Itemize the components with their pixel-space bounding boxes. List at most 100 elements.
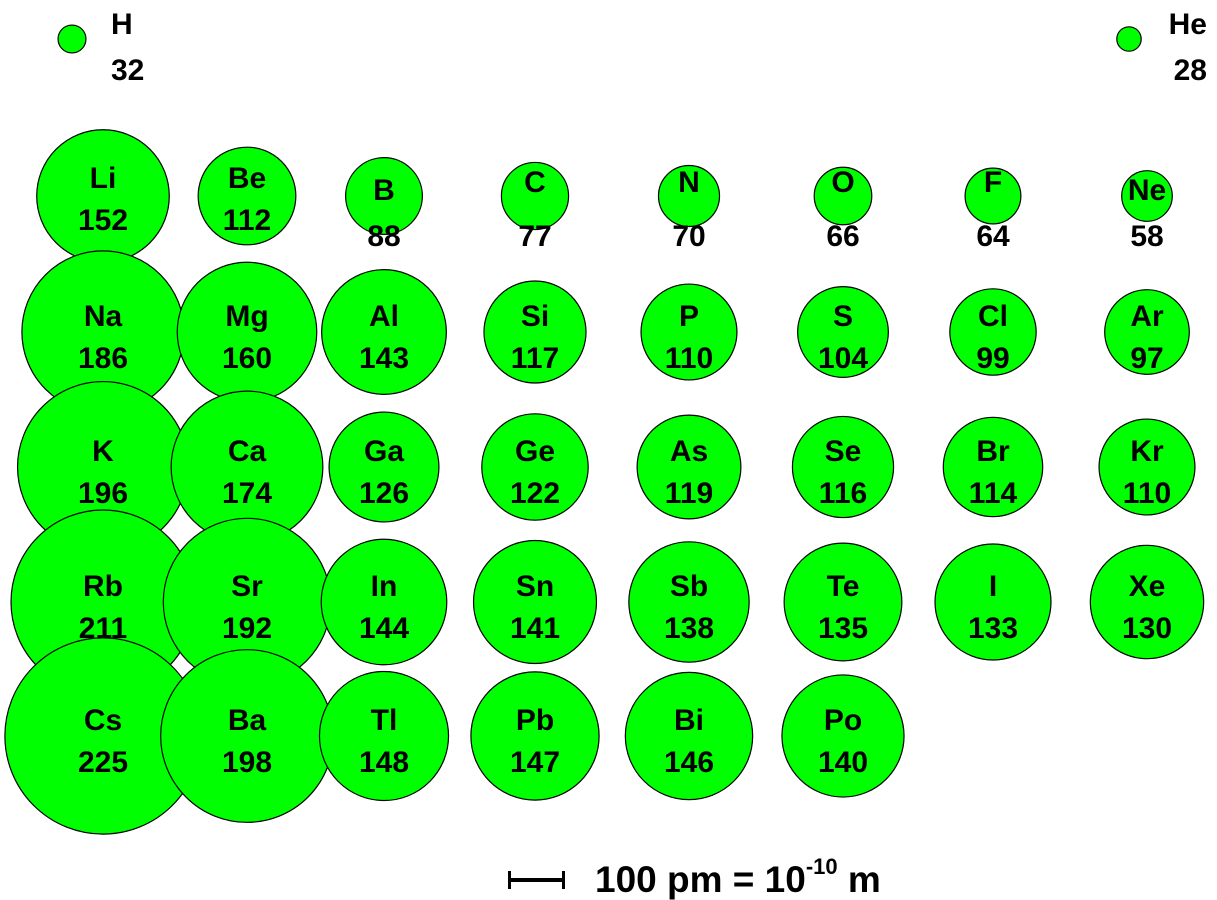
atom-radius-ca: 174 <box>222 477 272 510</box>
atom-symbol-s: S <box>833 300 853 333</box>
scale-legend-exponent: -10 <box>805 854 838 879</box>
atom-br: Br 114 <box>942 416 1044 518</box>
atom-symbol-i: I <box>989 570 997 603</box>
atom-circle-ga <box>328 411 440 523</box>
atom-circle-i <box>934 543 1052 661</box>
atom-f: F 64 <box>964 166 1022 253</box>
atom-radius-kr: 110 <box>1123 477 1171 510</box>
atom-radius-ge: 122 <box>510 477 560 510</box>
atom-radius-b: 88 <box>367 220 400 253</box>
atom-sr: Sr 192 <box>162 517 332 687</box>
atom-circle-ar <box>1104 289 1190 375</box>
atom-sb: Sb 138 <box>628 541 750 663</box>
atom-symbol-p: P <box>679 300 699 333</box>
atom-circle-s <box>797 286 889 378</box>
atom-ba: Ba 198 <box>160 649 334 823</box>
atom-in: In 144 <box>320 538 448 666</box>
atom-circle-kr <box>1098 418 1196 516</box>
atom-i: I 133 <box>934 543 1052 661</box>
atom-radius-n: 70 <box>672 220 705 253</box>
atom-circle-o <box>813 166 873 226</box>
atom-he: He 28 <box>1116 8 1207 87</box>
atom-symbol-bi: Bi <box>674 704 704 737</box>
atom-symbol-cs: Cs <box>84 704 122 737</box>
atom-symbol-pb: Pb <box>516 704 554 737</box>
scale-legend-main: 100 pm = 10 <box>595 859 806 900</box>
atom-circle-po <box>781 674 905 798</box>
atom-pb: Pb 147 <box>470 671 600 801</box>
atom-symbol-n: N <box>678 166 700 199</box>
atom-circle-as <box>636 414 742 520</box>
atom-symbol-sr: Sr <box>231 570 263 603</box>
atom-symbol-sb: Sb <box>670 570 708 603</box>
atom-radius-sb: 138 <box>664 612 714 645</box>
atom-symbol-se: Se <box>825 435 862 468</box>
atom-radius-he: 28 <box>1174 54 1207 87</box>
atom-ar: Ar 97 <box>1104 289 1190 375</box>
atom-symbol-li: Li <box>90 162 117 195</box>
atom-radius-bi: 146 <box>664 746 714 779</box>
atom-circle-cl <box>949 288 1037 376</box>
atom-radius-se: 116 <box>819 477 867 510</box>
atom-circle-pb <box>470 671 600 801</box>
atom-b: B 88 <box>345 157 423 253</box>
atom-radius-be: 112 <box>223 204 271 237</box>
atom-n: N 70 <box>657 164 721 253</box>
atom-radius-cs: 225 <box>78 746 128 779</box>
atom-symbol-na: Na <box>84 300 123 333</box>
atom-po: Po 140 <box>781 674 905 798</box>
atom-circle-ge <box>481 413 589 521</box>
atom-symbol-ga: Ga <box>364 435 404 468</box>
atom-symbol-sn: Sn <box>516 570 554 603</box>
atom-radius-na: 186 <box>78 342 128 375</box>
atom-tl: Tl 148 <box>318 670 450 802</box>
scale-legend-unit: m <box>837 859 881 900</box>
atom-radius-p: 110 <box>665 342 713 375</box>
atom-radius-as: 119 <box>665 477 713 510</box>
atom-symbol-ne: Ne <box>1128 174 1166 207</box>
atom-ne: Ne 58 <box>1121 170 1173 253</box>
atom-radius-sn: 141 <box>510 612 560 645</box>
atom-radius-sr: 192 <box>222 612 272 645</box>
atom-symbol-mg: Mg <box>225 300 268 333</box>
scale-legend-text: 100 pm = 10-10 m <box>595 856 881 900</box>
atom-k: K 196 <box>16 380 190 554</box>
atom-circle-li <box>36 129 170 263</box>
atom-symbol-ca: Ca <box>228 435 267 468</box>
atom-symbol-br: Br <box>976 435 1010 468</box>
atom-radius-li: 152 <box>78 204 128 237</box>
atom-circle-he <box>1116 26 1142 52</box>
atom-symbol-te: Te <box>827 570 860 603</box>
atom-circle-br <box>942 416 1044 518</box>
atom-symbol-f: F <box>984 166 1002 199</box>
atom-radius-ba: 198 <box>222 746 272 779</box>
atom-h: H 32 <box>57 8 144 87</box>
atom-radius-h: 32 <box>111 54 144 87</box>
atom-symbol-ba: Ba <box>228 704 267 737</box>
atom-symbol-al: Al <box>369 300 399 333</box>
atom-radius-tl: 148 <box>359 746 409 779</box>
atom-kr: Kr 110 <box>1098 418 1196 516</box>
atom-be: Be 112 <box>197 146 297 246</box>
atom-sn: Sn 141 <box>472 539 598 665</box>
atom-radius-te: 135 <box>818 612 868 645</box>
atom-radius-xe: 130 <box>1122 612 1172 645</box>
atom-symbol-ar: Ar <box>1130 300 1164 333</box>
atom-circle-b <box>345 157 423 235</box>
atom-ca: Ca 174 <box>170 390 324 544</box>
atom-circle-ne <box>1121 170 1173 222</box>
atom-symbol-tl: Tl <box>371 704 398 737</box>
atom-symbol-k: K <box>92 435 114 468</box>
atom-symbol-si: Si <box>521 300 549 333</box>
atom-symbol-b: B <box>373 174 395 207</box>
atom-symbol-h: H <box>111 8 133 41</box>
atom-li: Li 152 <box>36 129 170 263</box>
atom-circle-bi <box>624 671 754 801</box>
atom-circle-xe <box>1089 544 1205 660</box>
atom-radius-ar: 97 <box>1130 342 1163 375</box>
atom-radius-in: 144 <box>359 612 409 645</box>
atom-circle-p <box>640 283 738 381</box>
atom-symbol-o: O <box>831 166 854 199</box>
atom-te: Te 135 <box>783 542 903 662</box>
atom-radius-si: 117 <box>511 342 559 375</box>
